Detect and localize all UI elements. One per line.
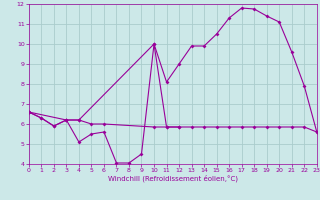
X-axis label: Windchill (Refroidissement éolien,°C): Windchill (Refroidissement éolien,°C) bbox=[108, 175, 238, 182]
